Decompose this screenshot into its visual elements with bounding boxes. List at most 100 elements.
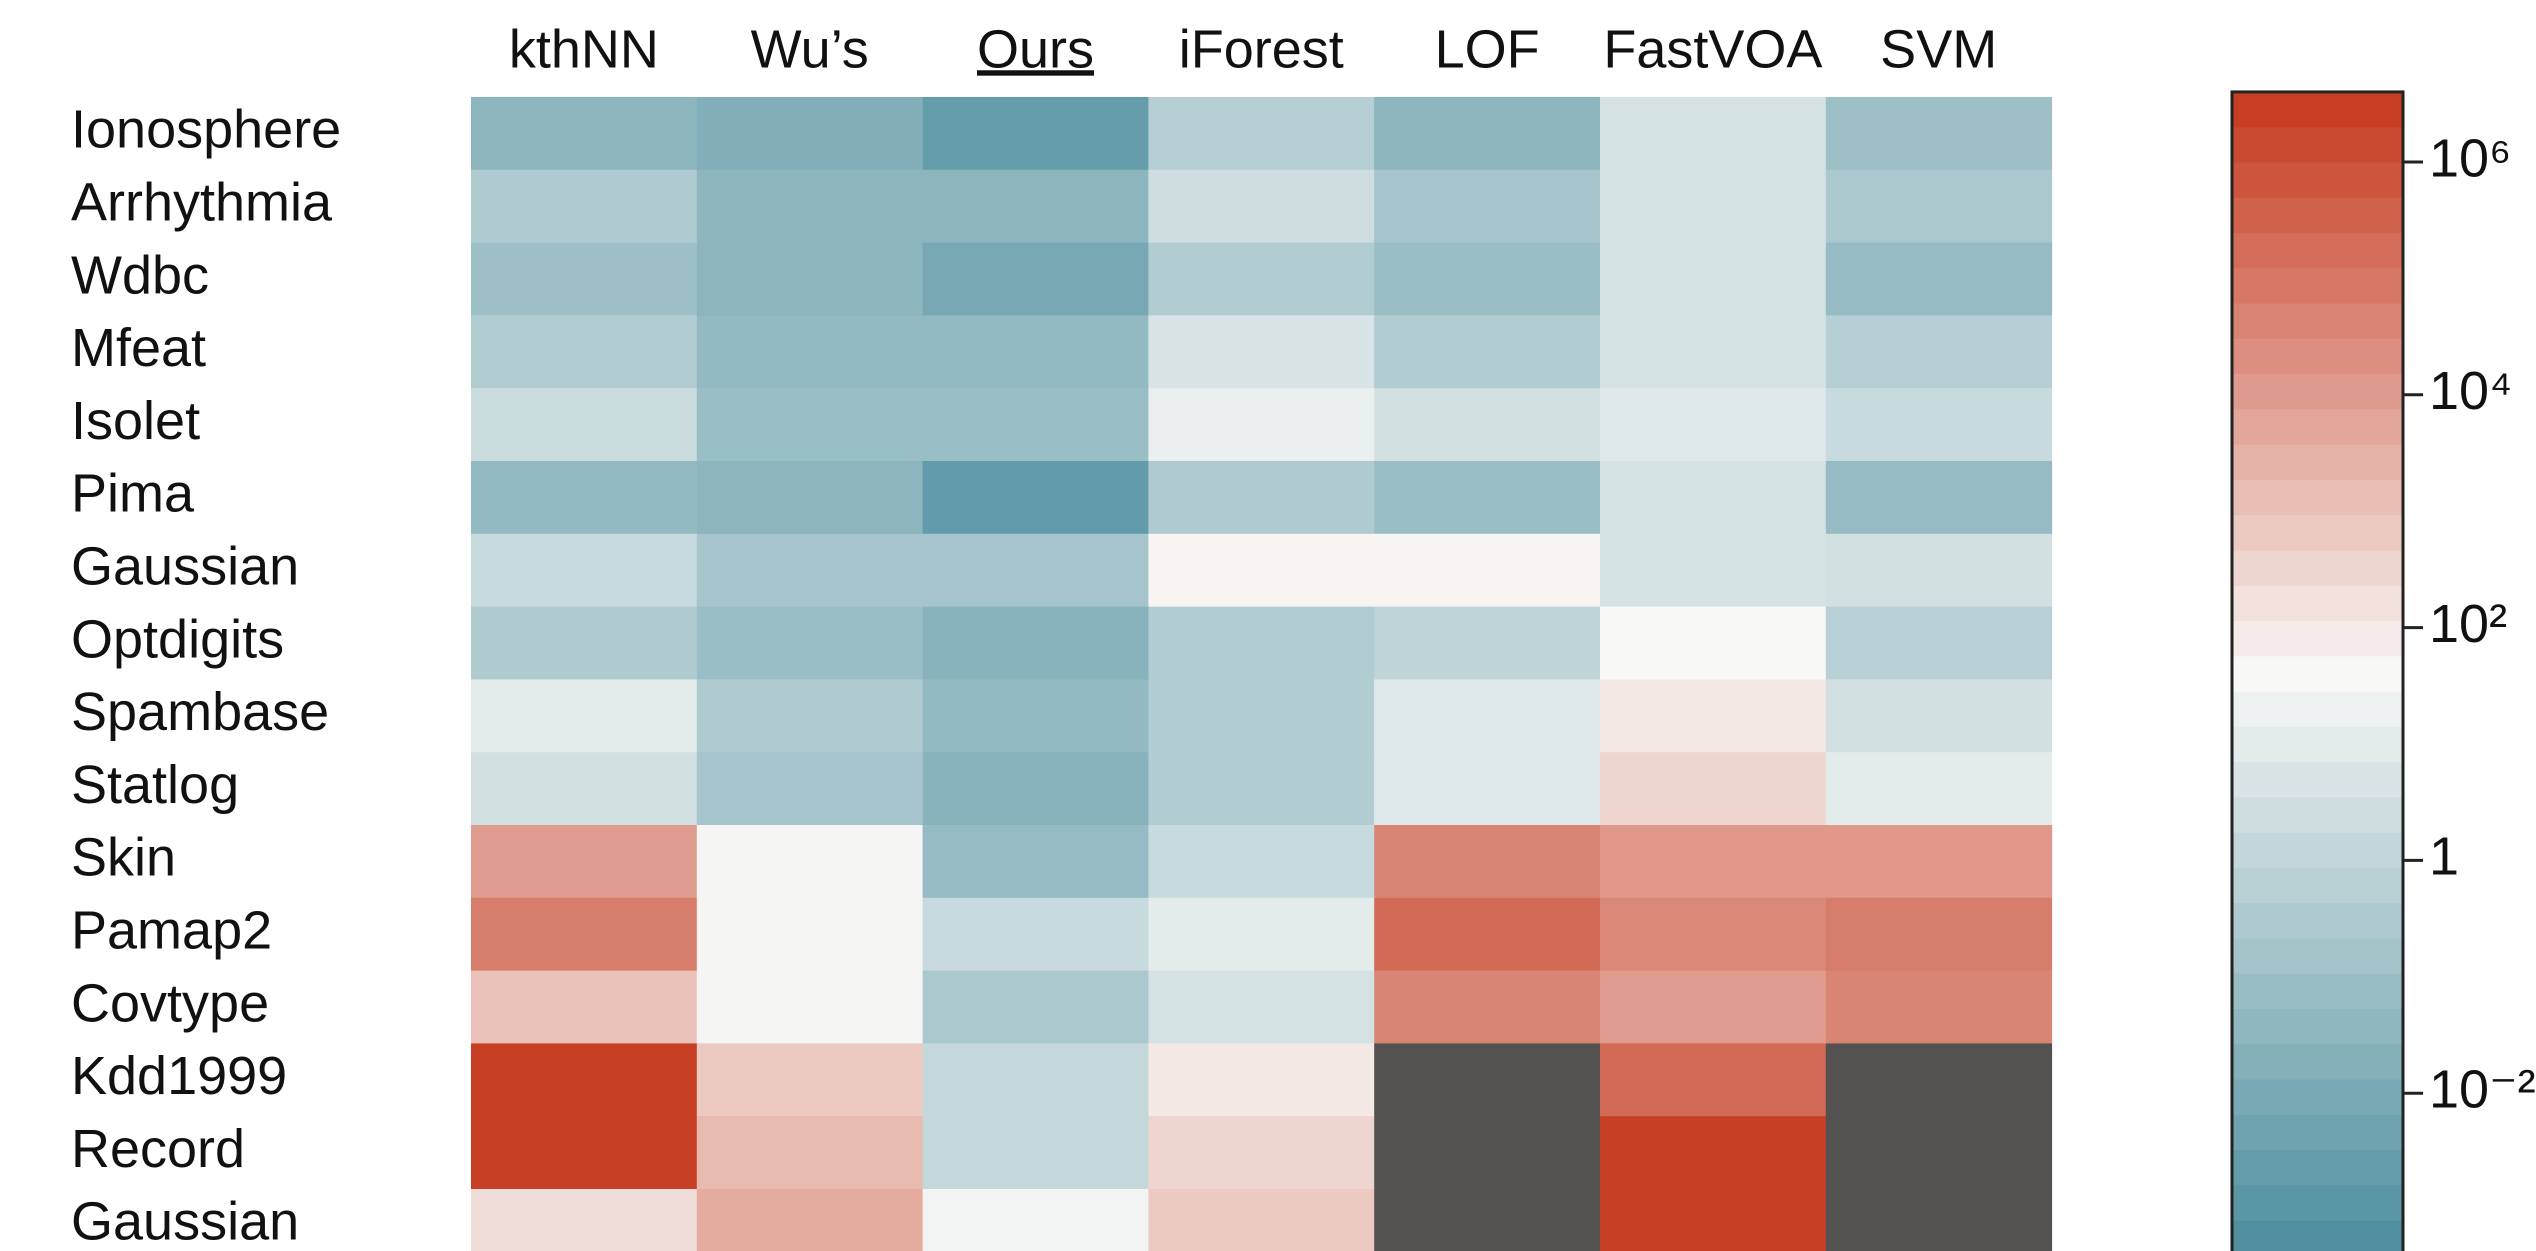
colorbar-frame xyxy=(2230,90,2405,1251)
heatmap-cell xyxy=(1148,825,1375,899)
row-label: Skin xyxy=(71,828,176,888)
heatmap-cell xyxy=(1374,825,1601,899)
heatmap-cell xyxy=(1825,970,2053,1044)
heatmap-cell xyxy=(1374,679,1601,753)
heatmap-cell xyxy=(1600,897,1827,972)
colorbar-band xyxy=(2232,338,2403,375)
heatmap-cell xyxy=(471,1189,698,1251)
heatmap-cell xyxy=(1825,169,2053,244)
heatmap-cell xyxy=(696,1189,924,1251)
heatmap-cell xyxy=(696,606,924,680)
heatmap-cell xyxy=(1374,388,1601,462)
heatmap-cell xyxy=(922,388,1149,462)
heatmap-cell xyxy=(471,897,698,972)
heatmap-cell xyxy=(471,242,698,316)
heatmap-cell xyxy=(696,461,924,535)
heatmap-cell xyxy=(1825,97,2053,171)
heatmap-cell xyxy=(1148,1116,1375,1190)
heatmap-cell xyxy=(471,461,698,535)
heatmap-cell xyxy=(471,970,698,1044)
heatmap-cell xyxy=(471,169,698,244)
heatmap-cell xyxy=(1374,169,1601,244)
heatmap-cell xyxy=(471,606,698,680)
heatmap-cell xyxy=(1148,97,1375,171)
heatmap-cell xyxy=(1374,97,1601,171)
row-label: Arrhythmia xyxy=(71,172,333,232)
heatmap-cell xyxy=(1148,752,1375,826)
row-label: Spambase xyxy=(71,682,329,742)
heatmap-cell xyxy=(1825,897,2053,972)
heatmap-cell xyxy=(1600,1189,1827,1251)
row-label: Statlog xyxy=(71,755,239,815)
heatmap-cell xyxy=(1148,1189,1375,1251)
colorbar-band xyxy=(2232,127,2403,163)
colorbar-band xyxy=(2232,303,2403,340)
heatmap-cell xyxy=(1148,970,1375,1044)
colorbar-band xyxy=(2232,91,2403,128)
heatmap-cell xyxy=(471,315,698,389)
heatmap-cell xyxy=(1600,97,1827,171)
row-label: Pima xyxy=(71,464,195,524)
row-label: Gaussian xyxy=(71,1192,299,1251)
colorbar-band xyxy=(2232,585,2403,622)
heatmap-cell xyxy=(471,679,698,753)
heatmap-cell xyxy=(471,825,698,899)
colorbar-band xyxy=(2232,832,2403,869)
heatmap-cell xyxy=(1600,315,1827,389)
colorbar-band xyxy=(2232,515,2403,551)
heatmap-cell xyxy=(471,97,698,171)
row-label: Covtype xyxy=(71,973,269,1033)
colorbar-band xyxy=(2232,656,2403,693)
heatmap-cell xyxy=(1374,461,1601,535)
heatmap-cell xyxy=(1825,606,2053,680)
column-label: LOF xyxy=(1435,19,1540,79)
heatmap-cell xyxy=(922,315,1149,389)
row-label: Ionosphere xyxy=(71,100,341,160)
row-label: Isolet xyxy=(71,391,200,451)
colorbar-tick-label: 10⁻² xyxy=(2429,1059,2536,1119)
colorbar-band xyxy=(2232,867,2403,904)
colorbar-band xyxy=(2232,162,2403,199)
heatmap-cell xyxy=(1374,1116,1601,1190)
heatmap-cell xyxy=(471,1116,698,1190)
heatmap-cell xyxy=(1825,679,2053,753)
heatmap-cell xyxy=(1148,679,1375,753)
colorbar-band xyxy=(2232,1009,2403,1045)
heatmap-cell xyxy=(1600,242,1827,316)
heatmap-cell xyxy=(696,169,924,244)
heatmap-cell xyxy=(922,242,1149,316)
heatmap-cell xyxy=(922,897,1149,972)
colorbar-tick-label: 1 xyxy=(2429,827,2459,887)
heatmap-cell xyxy=(1148,315,1375,389)
heatmap-cell xyxy=(1600,533,1827,608)
row-label: Gaussian xyxy=(71,536,299,596)
heatmap-cell xyxy=(696,388,924,462)
heatmap-cell xyxy=(1825,461,2053,535)
heatmap-cell xyxy=(922,1116,1149,1190)
heatmap-cell xyxy=(471,1043,698,1117)
heatmap-cell xyxy=(922,461,1149,535)
column-label: FastVOA xyxy=(1603,19,1822,79)
colorbar-band xyxy=(2232,409,2403,446)
heatmap-cell xyxy=(1148,461,1375,535)
heatmap-cell xyxy=(1600,1043,1827,1117)
heatmap-cell xyxy=(696,825,924,899)
heatmap-cell xyxy=(696,970,924,1044)
heatmap-cell xyxy=(1148,388,1375,462)
row-label: Record xyxy=(71,1119,245,1179)
heatmap-cell xyxy=(1600,970,1827,1044)
heatmap-cell xyxy=(1825,242,2053,316)
heatmap-cell xyxy=(696,679,924,753)
heatmap-cell xyxy=(922,606,1149,680)
heatmap-cell xyxy=(471,752,698,826)
heatmap-cell xyxy=(1600,606,1827,680)
heatmap-cell xyxy=(1148,606,1375,680)
heatmap-cell xyxy=(1825,315,2053,389)
colorbar-band xyxy=(2232,903,2403,939)
heatmap-cell xyxy=(922,1189,1149,1251)
heatmap-cell xyxy=(1825,1189,2053,1251)
heatmap-cell xyxy=(1374,242,1601,316)
colorbar-band xyxy=(2232,938,2403,975)
row-label: Pamap2 xyxy=(71,900,272,960)
